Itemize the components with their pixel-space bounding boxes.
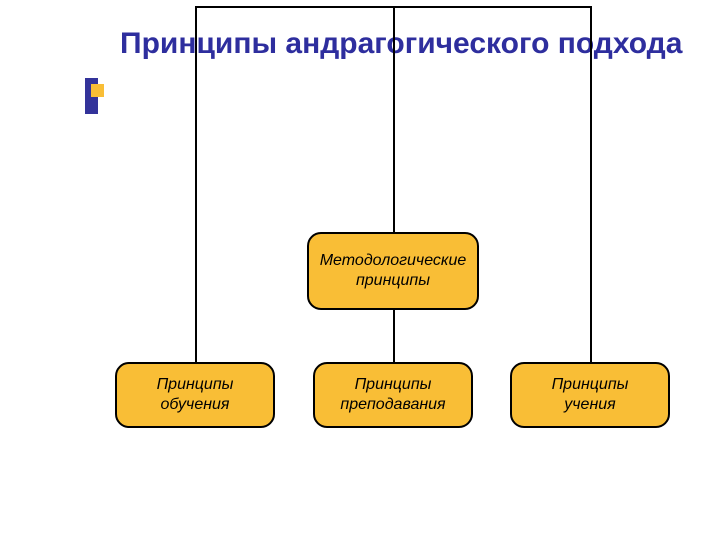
connector-left-vertical [195,6,197,386]
node-studying-label: Принципыучения [552,375,629,415]
node-learning-label: Принципыобучения [157,375,234,415]
node-studying: Принципыучения [510,362,670,428]
bullet-yellow-square [91,84,104,97]
connector-mid-vertical [393,6,395,386]
connector-right-vertical [590,6,592,386]
node-methodological-label: Методологическиепринципы [320,251,467,291]
node-teaching: Принципыпреподавания [313,362,473,428]
node-methodological: Методологическиепринципы [307,232,479,310]
page-title: Принципы андрагогического подхода [120,25,682,63]
node-teaching-label: Принципыпреподавания [340,375,445,415]
diagram-canvas: Принципы андрагогического подхода Методо… [0,0,720,540]
title-bullet [85,78,113,106]
node-learning: Принципыобучения [115,362,275,428]
